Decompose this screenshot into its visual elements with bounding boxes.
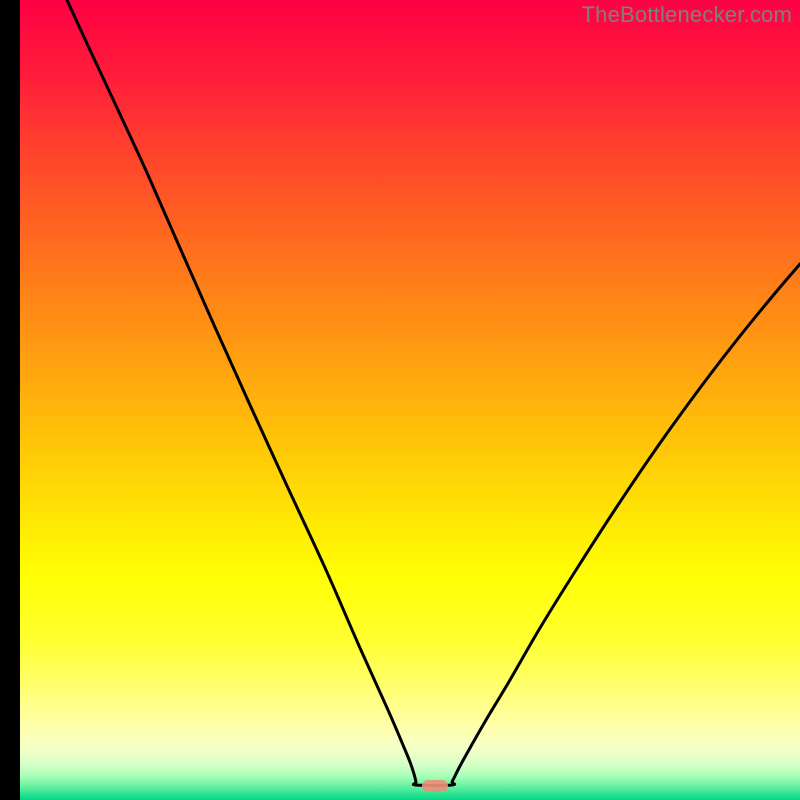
left-border xyxy=(0,0,20,800)
optimal-marker xyxy=(422,780,448,792)
gradient-background xyxy=(0,0,800,800)
chart-svg xyxy=(0,0,800,800)
chart-stage: TheBottlenecker.com xyxy=(0,0,800,800)
watermark-text: TheBottlenecker.com xyxy=(582,2,792,28)
